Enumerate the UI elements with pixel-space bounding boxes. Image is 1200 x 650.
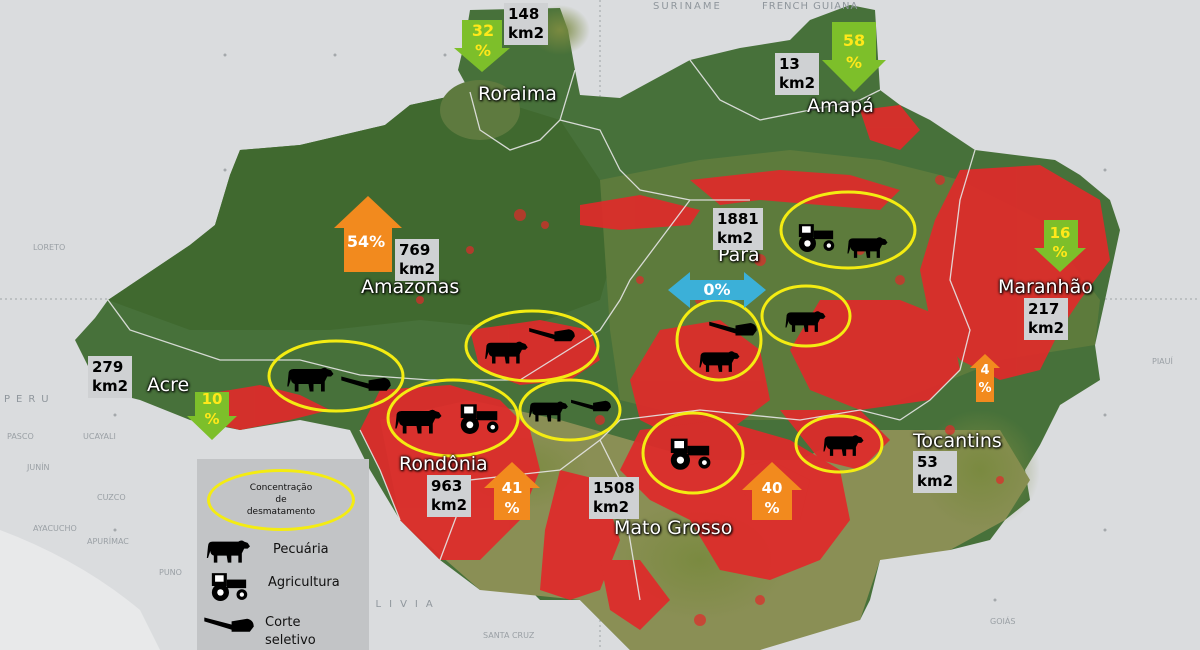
hotspot-mato-grosso [641, 411, 745, 495]
country-label-peru: PERU [4, 394, 55, 405]
pct-roraima: 32 % [471, 21, 495, 60]
hotspot-para-north [779, 190, 917, 270]
legend-hotspot-symbol: Concentração de desmatamento [207, 469, 355, 531]
region-label: GOIÁS [990, 617, 1016, 626]
area-box-para: 1881 km2 [713, 208, 763, 250]
pct-amapa: 58 % [842, 31, 866, 72]
pct-mato-grosso: 40 % [761, 479, 783, 517]
arrow-up-tocantins [970, 354, 1000, 402]
arrow-down-maranhao [1034, 220, 1086, 272]
legend: Concentração de desmatamento Pecuária Ag… [197, 459, 369, 650]
region-label: JUNÍN [27, 463, 50, 472]
state-name-mato-grosso: Mato Grosso [614, 517, 733, 539]
hotspot-amazonas-south [464, 309, 600, 383]
area-box-amazonas: 769 km2 [395, 239, 440, 281]
cattle-icon [206, 540, 250, 563]
state-name-rondonia: Rondônia [399, 453, 488, 475]
area-box-amapa: 13 km2 [775, 53, 820, 95]
change-arrows [187, 20, 1086, 520]
legend-pecuaria: Pecuária [273, 542, 329, 557]
arrow-down-acre [187, 392, 237, 440]
pct-maranhao: 16 % [1049, 224, 1071, 261]
hotspot-acre [267, 339, 405, 413]
region-label: AYACUCHO [33, 524, 77, 533]
country-label-bolivia: BOLIVIA [345, 599, 441, 610]
region-label: PUNO [159, 568, 182, 577]
hotspot-rondonia-east [518, 378, 622, 442]
state-name-roraima: Roraima [478, 83, 557, 105]
state-name-amazonas: Amazonas [361, 276, 460, 298]
legend-icons [204, 540, 254, 632]
state-name-maranhao: Maranhão [998, 276, 1093, 298]
region-label: CUZCO [97, 493, 126, 502]
hotspot-mato-grosso-east [794, 414, 884, 474]
pct-rondonia: 41 % [501, 479, 523, 517]
chainsaw-icon [204, 617, 254, 632]
country-label-suriname: SURINAME [653, 1, 722, 12]
arrow-down-amapa [822, 22, 886, 92]
country-label-french-guiana: FRENCH GUIANA [762, 1, 859, 12]
pct-tocantins: 4 % [978, 363, 992, 396]
legend-corte-seletivo: Corte seletivo [265, 615, 316, 648]
pct-para: 0% [703, 280, 731, 299]
arrow-flat-para [668, 272, 766, 308]
region-label: PIAUÍ [1152, 357, 1173, 366]
pct-amazonas: 54% [346, 232, 386, 251]
tractor-icon [211, 573, 248, 601]
arrow-up-mato-grosso [742, 462, 802, 520]
region-label: PASCO [7, 432, 34, 441]
region-label: APURÍMAC [87, 537, 129, 546]
arrow-down-roraima [454, 20, 510, 72]
state-name-acre: Acre [147, 374, 190, 396]
legend-agricultura: Agricultura [268, 575, 340, 590]
area-box-mato-grosso: 1508 km2 [589, 477, 639, 519]
pct-acre: 10 % [201, 390, 223, 428]
area-box-roraima: 148 km2 [504, 3, 549, 45]
area-box-tocantins: 53 km2 [913, 451, 958, 493]
hotspot-rondonia [386, 378, 520, 458]
area-box-acre: 279 km2 [88, 356, 133, 398]
arrow-up-amazonas [334, 196, 402, 272]
region-label: SANTA CRUZ [483, 631, 535, 640]
area-box-rondonia: 963 km2 [427, 475, 472, 517]
region-label: UCAYALI [83, 432, 116, 441]
state-name-tocantins: Tocantins [913, 430, 1002, 452]
hotspot-para-east [760, 284, 852, 348]
area-box-maranhao: 217 km2 [1024, 298, 1069, 340]
region-label: LORETO [33, 243, 66, 252]
state-name-amapa: Amapá [807, 95, 874, 117]
legend-hotspot-label: Concentração de desmatamento [246, 483, 316, 517]
arrow-up-rondonia [484, 462, 540, 520]
